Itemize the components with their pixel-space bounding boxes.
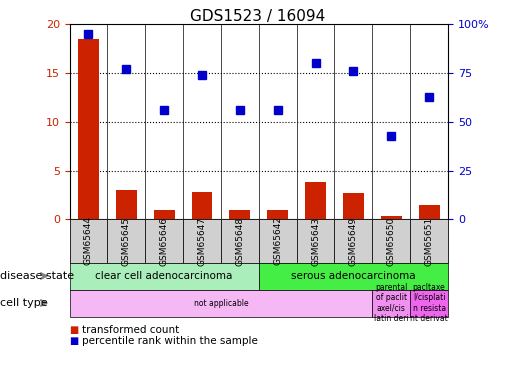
Text: GDS1523 / 16094: GDS1523 / 16094 xyxy=(190,9,325,24)
Text: ■: ■ xyxy=(70,336,79,346)
Text: clear cell adenocarcinoma: clear cell adenocarcinoma xyxy=(95,271,233,281)
Bar xyxy=(267,210,288,219)
Text: serous adenocarcinoma: serous adenocarcinoma xyxy=(291,271,416,281)
Bar xyxy=(230,210,250,219)
Text: ■: ■ xyxy=(70,325,79,334)
Text: GSM65648: GSM65648 xyxy=(235,216,244,266)
Text: parental
of paclit
axel/cis
latin deri: parental of paclit axel/cis latin deri xyxy=(374,283,408,323)
Text: pacltaxe
l/cisplati
n resista
nt derivat: pacltaxe l/cisplati n resista nt derivat xyxy=(410,283,448,323)
Text: GSM65647: GSM65647 xyxy=(198,216,207,266)
Bar xyxy=(381,216,402,219)
Text: GSM65644: GSM65644 xyxy=(84,216,93,266)
Text: percentile rank within the sample: percentile rank within the sample xyxy=(82,336,259,346)
Bar xyxy=(78,39,99,219)
Text: not applicable: not applicable xyxy=(194,298,248,307)
Text: GSM65645: GSM65645 xyxy=(122,216,131,266)
Text: GSM65650: GSM65650 xyxy=(387,216,396,266)
Text: disease state: disease state xyxy=(0,271,74,281)
Bar xyxy=(343,193,364,219)
Bar xyxy=(192,192,212,219)
Text: GSM65642: GSM65642 xyxy=(273,216,282,266)
Text: GSM65646: GSM65646 xyxy=(160,216,168,266)
Bar xyxy=(305,182,326,219)
Bar xyxy=(154,210,175,219)
Text: GSM65649: GSM65649 xyxy=(349,216,358,266)
Text: cell type: cell type xyxy=(0,298,47,308)
Text: GSM65651: GSM65651 xyxy=(425,216,434,266)
Text: transformed count: transformed count xyxy=(82,325,180,334)
Text: GSM65643: GSM65643 xyxy=(311,216,320,266)
Bar xyxy=(116,190,136,219)
Bar xyxy=(419,205,439,219)
